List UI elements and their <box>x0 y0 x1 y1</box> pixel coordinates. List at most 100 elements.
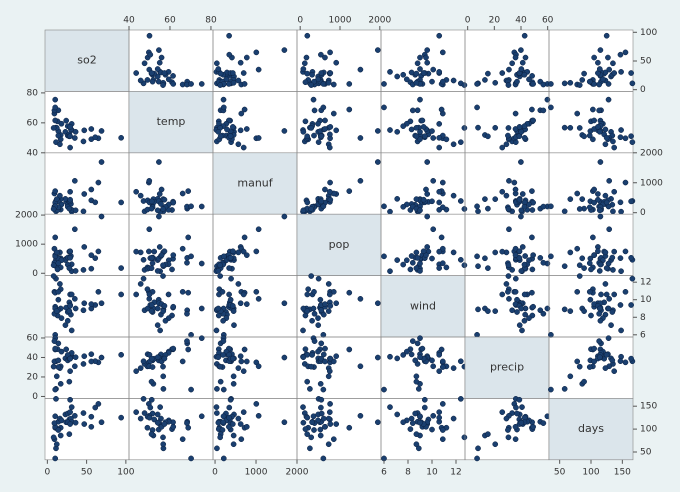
y-tick-label: 40 <box>27 148 39 158</box>
x-tick-label: 2000 <box>368 16 391 26</box>
point <box>71 226 78 233</box>
point <box>156 47 162 53</box>
point <box>606 177 613 184</box>
point <box>238 110 245 117</box>
point <box>300 305 307 312</box>
point <box>374 128 381 134</box>
x-tick-label: 12 <box>450 467 461 477</box>
point <box>522 253 528 259</box>
point <box>304 32 311 39</box>
point <box>215 268 222 274</box>
point <box>618 69 624 75</box>
point <box>55 132 62 139</box>
point <box>586 364 593 370</box>
point <box>540 259 547 266</box>
point <box>157 327 163 334</box>
point <box>213 327 220 334</box>
point <box>567 196 574 202</box>
point <box>214 410 220 416</box>
point <box>381 81 387 87</box>
point <box>430 135 437 141</box>
point <box>485 205 491 212</box>
point <box>457 198 464 204</box>
point <box>160 441 167 448</box>
point <box>308 434 315 441</box>
point <box>424 47 431 53</box>
point <box>622 49 629 56</box>
point <box>315 139 322 146</box>
point <box>229 70 236 76</box>
point <box>548 81 554 87</box>
point <box>161 248 168 255</box>
point <box>322 423 328 430</box>
point <box>574 358 581 365</box>
point <box>50 206 57 212</box>
point <box>72 354 79 361</box>
point <box>622 359 629 366</box>
point <box>374 419 381 426</box>
point <box>529 289 535 296</box>
point <box>53 196 60 202</box>
point <box>450 192 457 199</box>
point <box>439 364 446 370</box>
point <box>317 296 324 303</box>
point <box>311 132 317 139</box>
point <box>170 303 177 310</box>
point <box>409 338 416 344</box>
point <box>521 317 528 324</box>
point <box>595 196 601 203</box>
point <box>628 355 634 362</box>
point <box>581 308 587 314</box>
point <box>443 264 450 271</box>
point <box>304 308 311 314</box>
point <box>317 432 324 439</box>
point <box>622 135 629 142</box>
point <box>439 401 446 407</box>
point <box>214 60 220 67</box>
point <box>628 302 634 308</box>
x-tick-label: 100 <box>117 467 134 477</box>
point <box>149 364 156 370</box>
point <box>320 104 327 111</box>
y-tick-label: 2000 <box>15 211 38 221</box>
point <box>198 305 205 312</box>
point <box>439 49 446 56</box>
point <box>243 358 250 365</box>
point <box>229 355 236 362</box>
point <box>156 244 163 250</box>
diagonal-cell <box>548 398 634 461</box>
point <box>611 248 618 255</box>
point <box>243 126 250 132</box>
point <box>530 81 536 87</box>
x-tick-label: 40 <box>515 16 527 26</box>
y-tick-label: 8 <box>640 313 646 323</box>
point <box>567 79 574 86</box>
point <box>415 386 422 392</box>
point <box>325 373 332 380</box>
point <box>226 51 233 58</box>
point <box>215 419 222 426</box>
point <box>148 431 155 437</box>
point <box>322 301 328 307</box>
point <box>597 213 604 220</box>
x-tick-label: 150 <box>614 467 631 477</box>
point <box>591 199 597 206</box>
point <box>436 414 443 421</box>
point <box>413 133 420 140</box>
point <box>588 266 594 273</box>
point <box>68 327 75 334</box>
point <box>617 51 624 58</box>
point <box>581 265 587 272</box>
point <box>400 123 407 129</box>
point <box>161 303 168 309</box>
point <box>179 245 186 252</box>
point <box>346 346 353 353</box>
y-tick-label: 0 <box>640 208 646 218</box>
point <box>492 441 499 448</box>
point <box>530 303 536 310</box>
point <box>317 426 324 433</box>
point <box>518 47 524 53</box>
point <box>67 409 73 415</box>
point <box>302 346 309 353</box>
point <box>485 70 491 77</box>
